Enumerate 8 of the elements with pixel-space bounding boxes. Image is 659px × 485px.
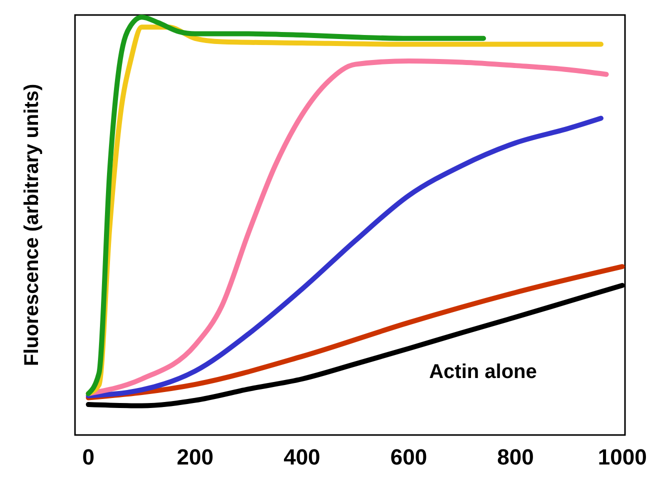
y-axis-title: Fluorescence (arbitrary units) <box>21 84 43 366</box>
x-tick-label: 600 <box>390 444 428 470</box>
x-tick-label: 400 <box>284 444 320 470</box>
annotation: Actin alone <box>429 361 537 383</box>
x-tick-label: 800 <box>497 444 534 470</box>
x-tick-label: 1000 <box>598 444 647 470</box>
x-tick-label: 0 <box>82 444 94 470</box>
x-tick-label: 200 <box>176 444 214 470</box>
